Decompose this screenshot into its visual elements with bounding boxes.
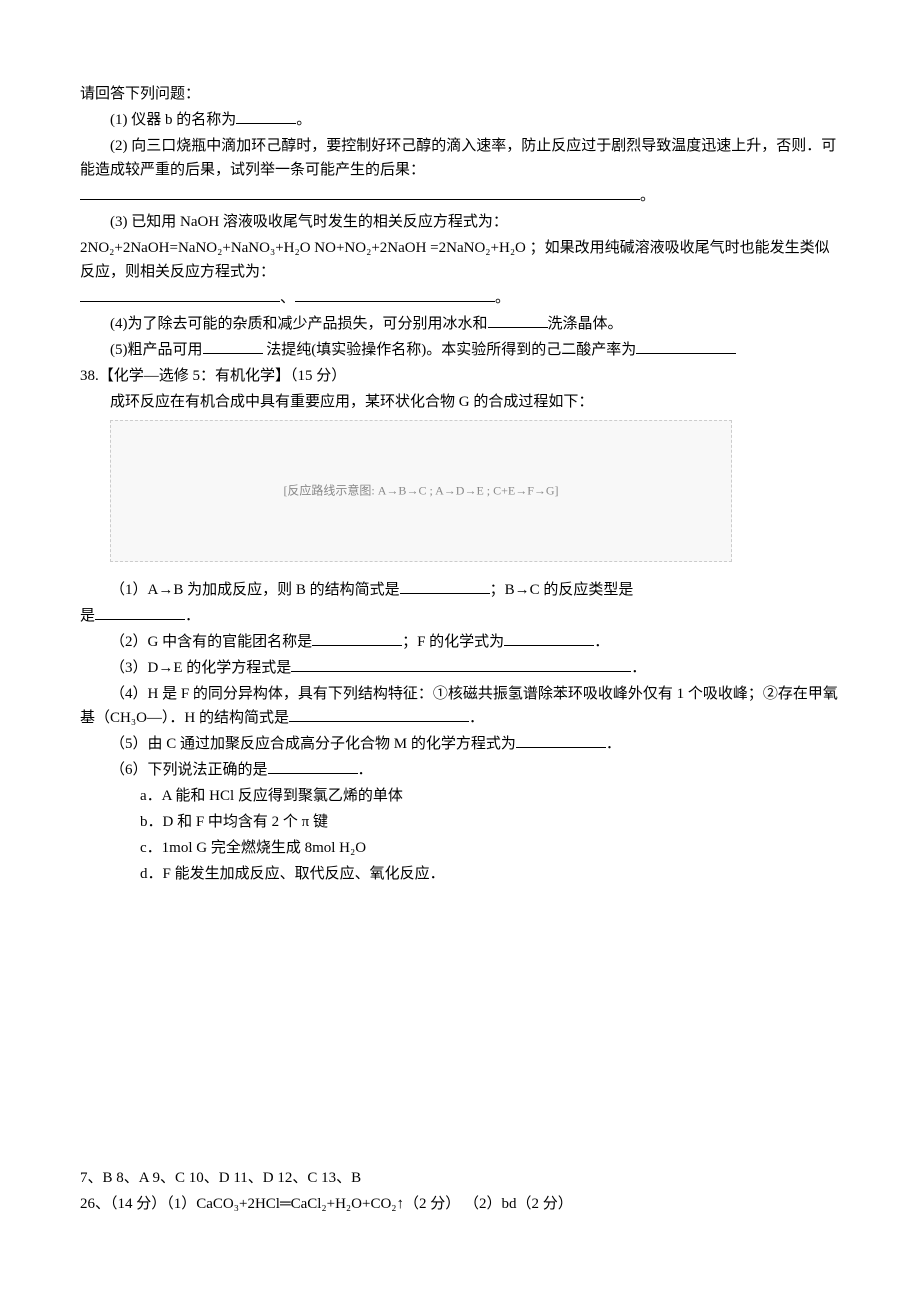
q38-header: 38.【化学—选修 5：有机化学】（15 分）	[80, 364, 840, 388]
q38-6-b: b．D 和 F 中均含有 2 个 π 键	[80, 810, 840, 834]
q38-6: （6）下列说法正确的是 ．	[80, 758, 840, 782]
q4-blank	[488, 312, 548, 328]
q3-blankline: 、。	[80, 286, 840, 310]
intro-line: 请回答下列问题：	[80, 82, 840, 106]
q38-2-tail: ．	[594, 634, 609, 650]
q38-6-blank	[268, 758, 358, 774]
q3-sep: 、	[280, 290, 295, 306]
q38-6-pre: （6）下列说法正确的是	[110, 762, 268, 778]
q38-1: （1）A→B 为加成反应，则 B 的结构简式是 ；B→C 的反应类型是	[80, 578, 840, 602]
q5: (5)粗产品可用 法提纯(填实验操作名称)。本实验所得到的己二酸产率为	[80, 338, 840, 362]
answers-line2: 26、（14 分）（1）CaCO₃+2HCl═CaCl₂+H₂O+CO₂↑（2 …	[80, 1192, 840, 1216]
q4-tail: 洗涤晶体。	[548, 316, 623, 332]
q38-3-blank	[291, 656, 631, 672]
q38-6-a: a．A 能和 HCl 反应得到聚氯乙烯的单体	[80, 784, 840, 808]
q38-4: （4）H 是 F 的同分异构体，具有下列结构特征：①核磁共振氢谱除苯环吸收峰外仅…	[80, 682, 840, 730]
q38-3: （3）D→E 的化学方程式是 ．	[80, 656, 840, 680]
q1-text: (1) 仪器 b 的名称为	[110, 112, 236, 128]
q38-5: （5）由 C 通过加聚反应合成高分子化合物 M 的化学方程式为 ．	[80, 732, 840, 756]
q38-1-pre: （1）A→B 为加成反应，则 B 的结构简式是	[110, 582, 400, 598]
q1-blank	[236, 108, 296, 124]
q3-line1: (3) 已知用 NaOH 溶液吸收尾气时发生的相关反应方程式为：	[80, 210, 840, 234]
q3-tail: 。	[495, 290, 510, 306]
q38-6-tail: ．	[358, 762, 373, 778]
q38-4-tail: ．	[469, 710, 484, 726]
q38-1-mid: ；B→C 的反应类型是	[490, 582, 634, 598]
q5-mid: 法提纯(填实验操作名称)。本实验所得到的己二酸产率为	[263, 342, 637, 358]
q38-1-blank-b	[95, 604, 185, 620]
q38-5-blank	[516, 732, 606, 748]
q3-eqs: 2NO₂+2NaOH=NaNO₂+NaNO₃+H₂O NO+NO₂+2NaOH …	[80, 236, 840, 284]
q1: (1) 仪器 b 的名称为 。	[80, 108, 840, 132]
q38-3-tail: ．	[631, 660, 646, 676]
reaction-scheme-image	[110, 420, 732, 562]
q3-blank-b	[295, 286, 495, 302]
q5-blank-b	[636, 338, 736, 354]
q3-blank-a	[80, 286, 280, 302]
q38-5-pre: （5）由 C 通过加聚反应合成高分子化合物 M 的化学方程式为	[110, 736, 516, 752]
q2-tail: 。	[640, 188, 655, 204]
q38-3-pre: （3）D→E 的化学方程式是	[110, 660, 291, 676]
q38-6-d: d．F 能发生加成反应、取代反应、氧化反应．	[80, 862, 840, 886]
q38-2-blank-a	[312, 630, 402, 646]
q38-5-tail: ．	[606, 736, 621, 752]
q38-1b: 是．	[80, 604, 840, 628]
q5-pre: (5)粗产品可用	[110, 342, 203, 358]
q38-2: （2）G 中含有的官能团名称是 ；F 的化学式为 ．	[80, 630, 840, 654]
q4: (4)为了除去可能的杂质和减少产品损失，可分别用冰水和 洗涤晶体。	[80, 312, 840, 336]
q38-1-blank-a	[400, 578, 490, 594]
answers-block: 7、B 8、A 9、C 10、D 11、D 12、C 13、B 26、（14 分…	[80, 1166, 840, 1216]
q2-line1: (2) 向三口烧瓶中滴加环己醇时，要控制好环己醇的滴入速率，防止反应过于剧烈导致…	[80, 134, 840, 182]
q2-blank	[80, 184, 640, 200]
q38-intro: 成环反应在有机合成中具有重要应用，某环状化合物 G 的合成过程如下：	[80, 390, 840, 414]
q1-tail: 。	[296, 112, 311, 128]
q38-2-pre: （2）G 中含有的官能团名称是	[110, 634, 312, 650]
q5-blank-a	[203, 338, 263, 354]
q38-6-c: c．1mol G 完全燃烧生成 8mol H₂O	[80, 836, 840, 860]
q38-1-tail: ．	[185, 608, 200, 624]
q4-text: (4)为了除去可能的杂质和减少产品损失，可分别用冰水和	[110, 316, 488, 332]
q38-2-blank-b	[504, 630, 594, 646]
answers-line1: 7、B 8、A 9、C 10、D 11、D 12、C 13、B	[80, 1166, 840, 1190]
q2-blankline: 。	[80, 184, 840, 208]
q38-4-blank	[289, 706, 469, 722]
q38-2-mid: ；F 的化学式为	[402, 634, 504, 650]
